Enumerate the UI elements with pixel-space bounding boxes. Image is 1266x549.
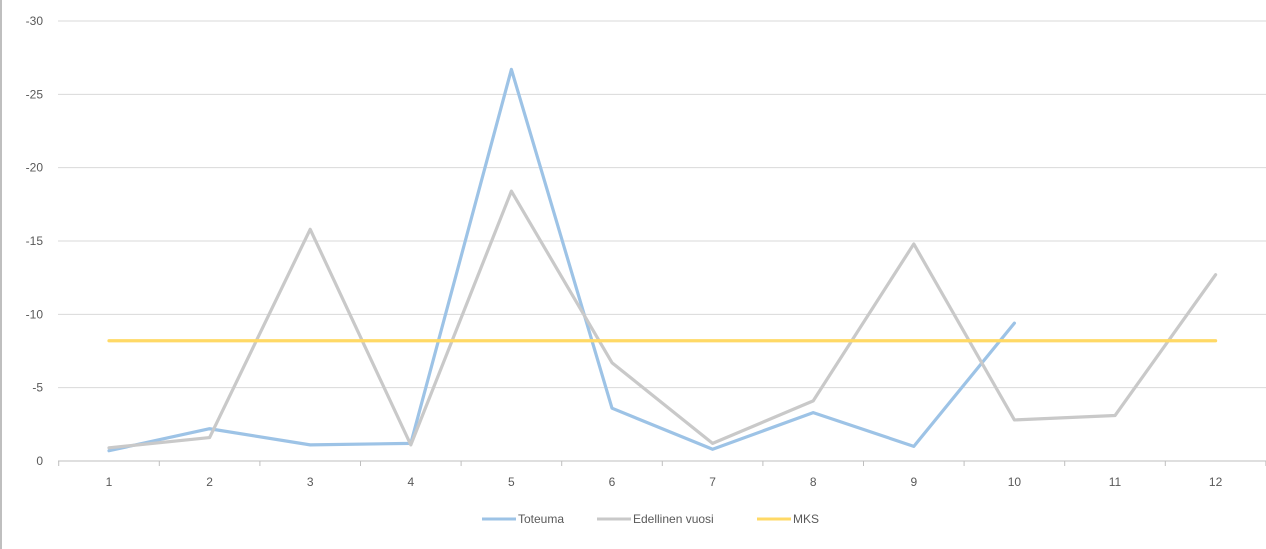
y-tick-label: 0: [36, 454, 43, 468]
series-lines: [107, 67, 1218, 453]
y-tick-label: -30: [26, 14, 44, 28]
y-axis-tick-labels: 0 -5 -10 -15 -20 -25 -30: [26, 14, 44, 468]
legend-label-toteuma: Toteuma: [518, 512, 564, 526]
x-tick-label: 8: [810, 475, 817, 489]
x-tick-label: 4: [407, 475, 414, 489]
x-tick-label: 12: [1209, 475, 1223, 489]
x-tick-label: 3: [307, 475, 314, 489]
y-tick-label: -15: [26, 234, 44, 248]
legend-label-mks: MKS: [793, 512, 819, 526]
y-tick-label: -25: [26, 87, 44, 101]
x-axis: 1 2 3 4 5 6 7 8 9 10 11 12: [58, 461, 1266, 489]
gridlines: [58, 20, 1266, 462]
x-tick-label: 11: [1109, 475, 1122, 489]
y-tick-label: -5: [32, 381, 43, 395]
x-tick-label: 5: [508, 475, 515, 489]
legend: Toteuma Edellinen vuosi MKS: [482, 512, 819, 526]
x-tick-label: 1: [106, 475, 113, 489]
chart-frame-left-border: [0, 0, 2, 549]
y-tick-label: -20: [26, 161, 44, 175]
legend-label-edellinen-vuosi: Edellinen vuosi: [633, 512, 714, 526]
x-tick-label: 9: [910, 475, 917, 489]
x-tick-label: 7: [709, 475, 716, 489]
x-tick-label: 2: [206, 475, 213, 489]
x-tick-label: 10: [1008, 475, 1022, 489]
series-line-edellinen-vuosi: [107, 189, 1218, 450]
y-tick-label: -10: [26, 307, 44, 321]
series-line-toteuma: [107, 67, 1017, 453]
x-tick-label: 6: [609, 475, 616, 489]
